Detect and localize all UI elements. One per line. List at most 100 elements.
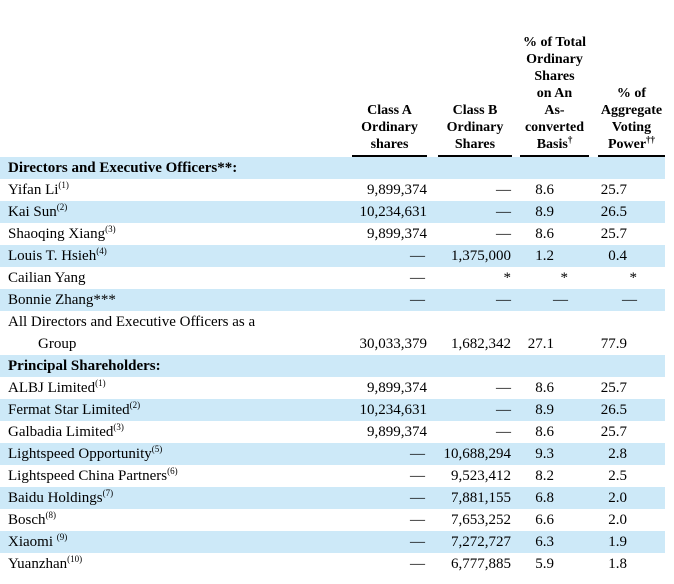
shareholder-name-cell: Baidu Holdings(7) xyxy=(0,487,345,509)
shareholder-name-cell: Louis T. Hsieh(4) xyxy=(0,245,345,267)
voting-power-cell: 26.5 xyxy=(600,402,627,418)
class-b-shares-cell: — xyxy=(496,182,511,198)
footnote-ref: (3) xyxy=(113,422,124,432)
pct-total-cell: 27.1 xyxy=(527,336,554,352)
table-row: Fermat Star Limited(2) 10,234,631 — 8.9 … xyxy=(0,399,665,421)
shareholder-name: Fermat Star Limited xyxy=(8,402,130,418)
class-a-shares-cell: — xyxy=(410,556,425,572)
footnote-ref: (5) xyxy=(151,444,163,454)
table-row: Bosch(8) — 7,653,252 6.6 2.0 xyxy=(0,509,665,531)
table-header-row: Class A Ordinary shares Class B Ordinary… xyxy=(0,0,665,157)
footnote-ref: (1) xyxy=(58,180,69,190)
class-b-shares-cell: — xyxy=(496,204,511,220)
footnote-ref: (9) xyxy=(56,532,68,542)
table-row: Cailian Yang — * * * xyxy=(0,267,665,289)
footnote-ref: (2) xyxy=(56,202,68,212)
footnote-ref: (7) xyxy=(102,488,114,498)
class-a-shares-cell: 10,234,631 xyxy=(359,204,428,220)
table-row: Shaoqing Xiang(3) 9,899,374 — 8.6 25.7 xyxy=(0,223,665,245)
shareholder-name: Baidu Holdings xyxy=(8,490,103,506)
voting-power-cell: 25.7 xyxy=(600,226,627,242)
voting-power-cell: 26.5 xyxy=(600,204,627,220)
voting-power-cell: 2.0 xyxy=(608,490,627,506)
voting-power-cell: 1.9 xyxy=(608,534,627,550)
class-a-shares-cell: — xyxy=(410,248,425,264)
table-row: Baidu Holdings(7) — 7,881,155 6.8 2.0 xyxy=(0,487,665,509)
voting-power-cell: * xyxy=(629,270,638,286)
footnote-ref: (3) xyxy=(105,224,116,234)
table-row: Xiaomi (9) — 7,272,727 6.3 1.9 xyxy=(0,531,665,553)
table-row: ALBJ Limited(1) 9,899,374 — 8.6 25.7 xyxy=(0,377,665,399)
class-b-shares-cell: 6,777,885 xyxy=(451,556,511,572)
class-b-shares-cell: 7,272,727 xyxy=(451,534,511,550)
shareholder-name: Lightspeed China Partners xyxy=(8,468,168,484)
voting-power-cell: 25.7 xyxy=(600,380,627,396)
class-b-shares-cell: — xyxy=(496,424,511,440)
voting-power-cell: 25.7 xyxy=(600,182,627,198)
shareholder-name-cell: Yifan Li(1) xyxy=(0,179,345,201)
shareholder-name-cell: Yuanzhan(10) xyxy=(0,553,345,575)
footnote-ref: (10) xyxy=(67,554,83,564)
shareholder-name: Lightspeed Opportunity xyxy=(8,446,152,462)
class-a-shares-cell: — xyxy=(410,512,425,528)
voting-power-cell: 2.5 xyxy=(608,468,627,484)
pct-total-cell: 1.2 xyxy=(535,248,554,264)
shareholder-name: Yifan Li xyxy=(8,182,59,198)
footnote-ref: (8) xyxy=(45,510,57,520)
class-a-shares-cell: — xyxy=(410,490,425,506)
group-total-line1: All Directors and Executive Officers as … xyxy=(8,314,256,330)
section-header-directors: Directors and Executive Officers**: xyxy=(0,157,665,179)
pct-total-cell: 9.3 xyxy=(535,446,554,462)
shareholding-table: Class A Ordinary shares Class B Ordinary… xyxy=(0,0,665,575)
pct-total-cell: 8.9 xyxy=(535,204,554,220)
table-row: Louis T. Hsieh(4) — 1,375,000 1.2 0.4 xyxy=(0,245,665,267)
footnote-ref: (1) xyxy=(95,378,106,388)
footnote-dagger: †† xyxy=(646,134,656,145)
class-a-shares-cell: 30,033,379 xyxy=(359,336,428,352)
class-a-shares-cell: — xyxy=(410,534,425,550)
shareholder-name-cell: Xiaomi (9) xyxy=(0,531,345,553)
voting-power-cell: 2.0 xyxy=(608,512,627,528)
table-row: Yifan Li(1) 9,899,374 — 8.6 25.7 xyxy=(0,179,665,201)
table-row: Galbadia Limited(3) 9,899,374 — 8.6 25.7 xyxy=(0,421,665,443)
class-b-shares-cell: 9,523,412 xyxy=(451,468,511,484)
table-row-group-total: All Directors and Executive Officers as … xyxy=(0,311,665,355)
pct-total-cell: — xyxy=(553,292,568,308)
pct-total-cell: 6.3 xyxy=(535,534,554,550)
class-b-shares-cell: — xyxy=(496,380,511,396)
section-title: Principal Shareholders: xyxy=(8,358,161,374)
pct-total-cell: * xyxy=(560,270,569,286)
class-a-shares-cell: 9,899,374 xyxy=(367,380,427,396)
voting-power-column-label: % of Aggregate Voting Power†† xyxy=(598,85,665,157)
table-row: Bonnie Zhang*** — — — — xyxy=(0,289,665,311)
pct-total-cell: 8.6 xyxy=(535,424,554,440)
voting-power-column-header: % of Aggregate Voting Power†† xyxy=(589,0,665,157)
footnote-ref: (6) xyxy=(167,466,178,476)
shareholder-name-cell: Cailian Yang xyxy=(0,267,345,289)
name-column-header xyxy=(0,0,345,157)
pct-total-cell: 8.2 xyxy=(535,468,554,484)
class-b-column-header: Class B Ordinary Shares xyxy=(437,0,512,157)
class-b-shares-cell: — xyxy=(496,292,511,308)
class-b-shares-cell: * xyxy=(503,270,512,286)
class-a-shares-cell: — xyxy=(410,446,425,462)
class-a-shares-cell: 10,234,631 xyxy=(359,402,428,418)
class-b-shares-cell: 7,653,252 xyxy=(451,512,511,528)
class-a-shares-cell: — xyxy=(410,270,425,286)
class-b-shares-cell: 10,688,294 xyxy=(443,446,512,462)
table-row: Yuanzhan(10) — 6,777,885 5.9 1.8 xyxy=(0,553,665,575)
shareholder-name: Bosch xyxy=(8,512,46,528)
voting-power-cell: — xyxy=(622,292,637,308)
class-b-column-label: Class B Ordinary Shares xyxy=(438,102,512,157)
shareholder-name-cell: All Directors and Executive Officers as … xyxy=(0,311,345,355)
shareholder-name: ALBJ Limited xyxy=(8,380,96,396)
class-a-shares-cell: — xyxy=(410,468,425,484)
class-a-column-header: Class A Ordinary shares xyxy=(345,0,437,157)
class-a-shares-cell: 9,899,374 xyxy=(367,182,427,198)
class-b-shares-cell: 1,375,000 xyxy=(451,248,511,264)
footnote-ref: (4) xyxy=(96,246,107,256)
voting-power-cell: 0.4 xyxy=(608,248,627,264)
shareholder-name-cell: Shaoqing Xiang(3) xyxy=(0,223,345,245)
pct-total-cell: 8.6 xyxy=(535,380,554,396)
table-row: Kai Sun(2) 10,234,631 — 8.9 26.5 xyxy=(0,201,665,223)
